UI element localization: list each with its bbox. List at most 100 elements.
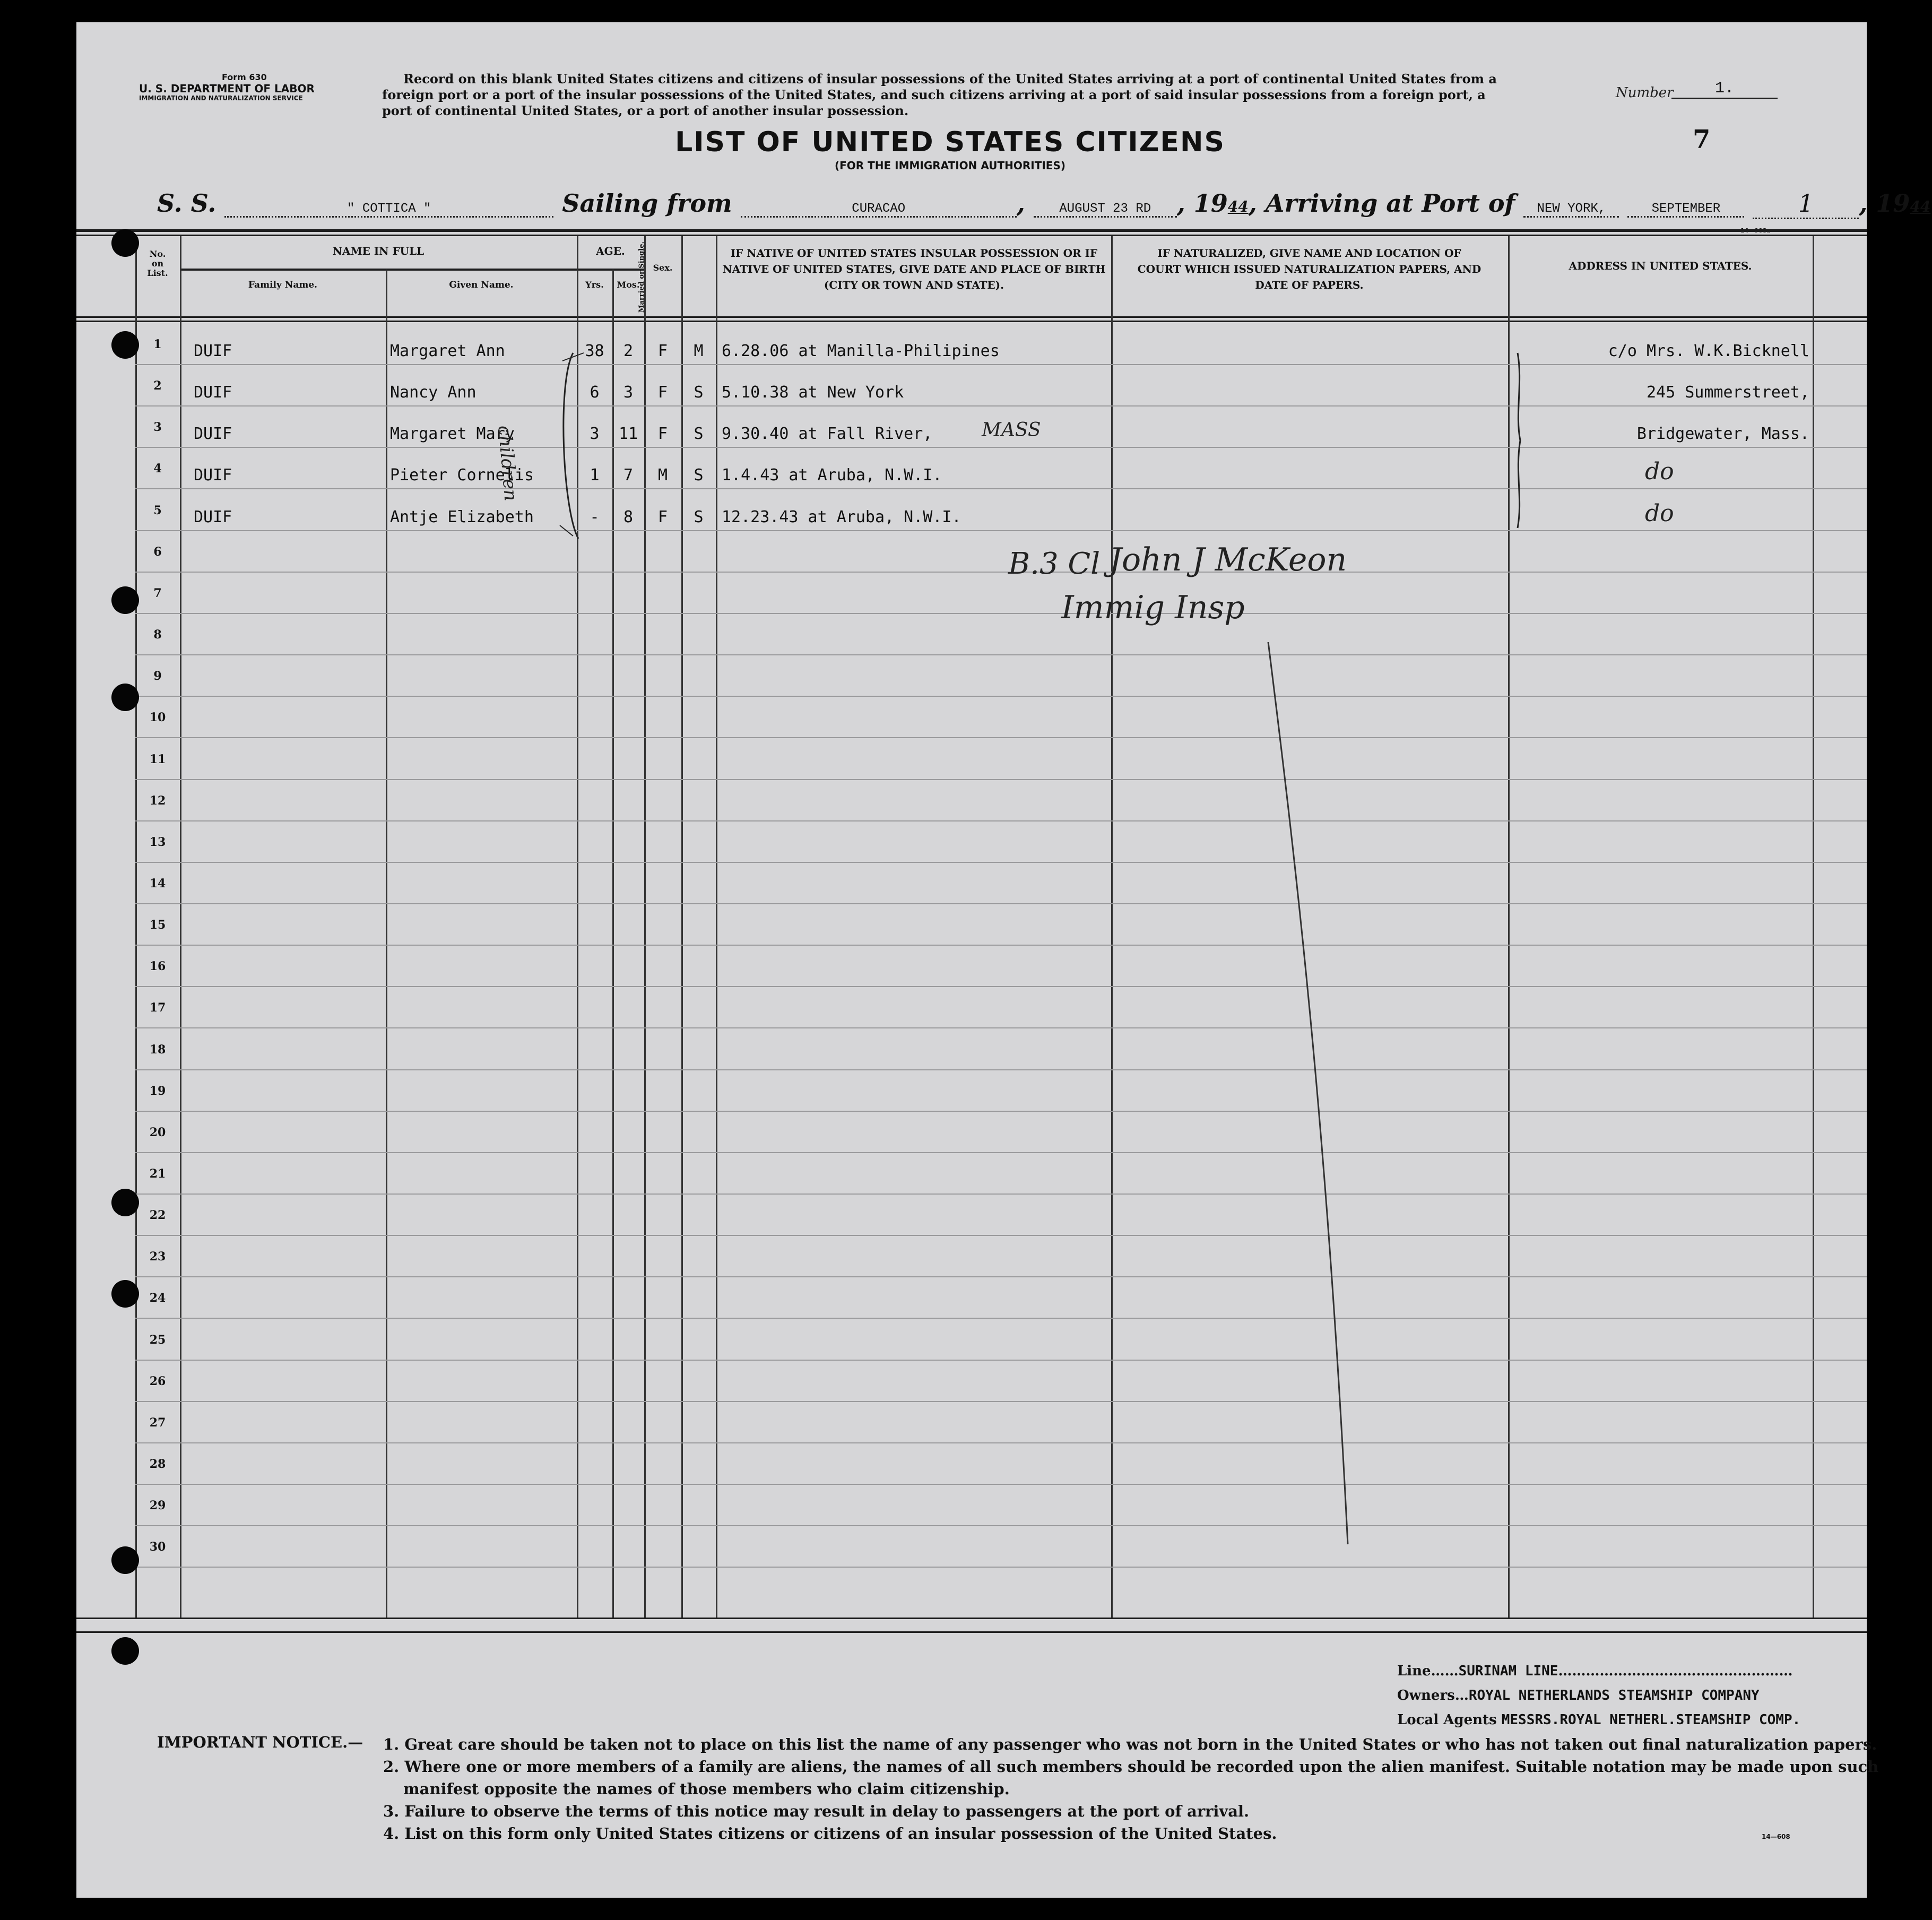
row-number: 21 <box>149 1167 166 1181</box>
row-number: 7 <box>153 586 162 600</box>
row-rule <box>135 1027 1867 1028</box>
handwritten-line <box>1267 642 1349 1545</box>
row-rule <box>135 530 1867 531</box>
address-ditto: do <box>1645 500 1674 527</box>
col-age: AGE. <box>596 245 625 257</box>
inspector-code: B.3 Cl <box>1008 547 1101 581</box>
instruction-line: port of continental United States, or a … <box>382 103 909 118</box>
family-name: DUIF <box>194 508 232 526</box>
instruction-line: Record on this blank United States citiz… <box>403 71 1497 87</box>
header-top-rule <box>76 229 1867 232</box>
form-number: Form 630 <box>222 72 267 82</box>
row-number: 17 <box>149 1001 166 1015</box>
punch-hole <box>111 1546 139 1574</box>
birth-info: 5.10.38 at New York <box>722 383 904 402</box>
punch-hole <box>111 1280 139 1308</box>
header-sub-rule <box>180 269 644 271</box>
inspector-title: Immig Insp <box>1061 589 1245 626</box>
row-rule <box>135 1442 1867 1443</box>
service: IMMIGRATION AND NATURALIZATION SERVICE <box>139 94 303 102</box>
notice-item: manifest opposite the names of those mem… <box>403 1780 1010 1798</box>
row-rule <box>135 945 1867 946</box>
year-prefix-2: 19 <box>1876 189 1910 218</box>
row-number: 5 <box>153 504 162 517</box>
handwritten-bracket <box>559 352 584 539</box>
column-divider <box>612 270 614 1618</box>
owners-row: Owners…ROYAL NETHERLANDS STEAMSHIP COMPA… <box>1397 1688 1760 1703</box>
address-ditto: do <box>1645 458 1674 485</box>
punch-hole <box>111 1637 139 1665</box>
row-number: 19 <box>149 1084 166 1098</box>
row-rule <box>135 405 1867 407</box>
header-bottom-rule <box>76 316 1867 318</box>
row-rule <box>135 488 1867 489</box>
row-rule <box>135 1152 1867 1153</box>
sailing-label: Sailing from <box>562 189 732 218</box>
arriving-label: Arriving at Port of <box>1265 189 1515 218</box>
row-rule <box>135 1276 1867 1277</box>
instruction-line: foreign port or a port of the insular po… <box>382 87 1486 102</box>
ss-label: S. S. <box>157 189 216 218</box>
header-bottom-rule-2 <box>76 321 1867 322</box>
given-name: Margaret Ann <box>390 342 505 360</box>
notice-item: 3. Failure to observe the terms of this … <box>383 1802 1250 1820</box>
row-number: 15 <box>149 918 166 932</box>
row-number: 11 <box>149 753 166 766</box>
row-rule <box>135 779 1867 780</box>
age-years: 1 <box>590 466 600 485</box>
sailing-year: 44 <box>1227 198 1249 215</box>
row-number: 8 <box>153 628 162 642</box>
age-years: 38 <box>585 342 604 360</box>
row-rule <box>135 862 1867 863</box>
agents-value: MESSRS.ROYAL NETHERL.STEAMSHIP COMP. <box>1501 1712 1801 1728</box>
birth-info: 1.4.43 at Aruba, N.W.I. <box>722 466 942 485</box>
line-value: SURINAM LINE <box>1458 1663 1558 1679</box>
row-rule <box>135 654 1867 655</box>
col-no-line: on <box>151 258 164 269</box>
family-name: DUIF <box>194 425 232 443</box>
row-number: 6 <box>153 545 162 559</box>
voyage-line: S. S. " COTTICA " Sailing from CURACAO, … <box>157 189 1930 219</box>
col-address: ADDRESS IN UNITED STATES. <box>1569 260 1752 272</box>
row-number: 27 <box>149 1416 166 1430</box>
row-number: 29 <box>149 1499 166 1512</box>
column-divider <box>716 236 717 1618</box>
notice-item: 4. List on this form only United States … <box>383 1824 1277 1843</box>
notice-item: 1. Great care should be taken not to pla… <box>383 1735 1877 1753</box>
marital-status: S <box>694 383 704 402</box>
notice-list: 1. Great care should be taken not to pla… <box>383 1733 1878 1845</box>
row-number: 20 <box>149 1126 166 1139</box>
sex: F <box>657 508 668 526</box>
row-number: 23 <box>149 1250 166 1264</box>
column-divider <box>1508 236 1510 1618</box>
row-number: 4 <box>153 462 162 475</box>
row-rule <box>135 820 1867 821</box>
page-subtitle: (FOR THE IMMIGRATION AUTHORITIES) <box>834 159 1065 172</box>
given-name: Pieter Cornelis <box>390 466 534 485</box>
row-rule <box>135 1567 1867 1568</box>
col-naturalized: IF NATURALIZED, GIVE NAME AND LOCATION O… <box>1137 247 1482 291</box>
row-rule <box>135 447 1867 448</box>
footer-code: 14—608 <box>1762 1833 1790 1840</box>
instructions: Record on this blank United States citiz… <box>382 71 1497 119</box>
row-rule <box>135 1360 1867 1361</box>
sex: F <box>657 342 668 360</box>
column-divider <box>1111 236 1113 1618</box>
row-number: 18 <box>149 1043 166 1057</box>
birth-info: 9.30.40 at Fall River, <box>722 425 933 443</box>
row-number: 28 <box>149 1457 166 1471</box>
table-bottom-rule-2 <box>76 1631 1867 1633</box>
punch-hole <box>111 684 139 711</box>
punch-hole <box>111 229 139 257</box>
row-rule <box>135 1318 1867 1319</box>
footer-agents: Line……SURINAM LINE…………………………………………… Owne… <box>1397 1659 1800 1732</box>
row-rule <box>135 613 1867 614</box>
row-rule <box>135 696 1867 697</box>
sex: M <box>657 466 668 485</box>
marital-status: S <box>694 508 704 526</box>
col-sex: Sex. <box>653 263 673 273</box>
row-number: 25 <box>149 1333 166 1347</box>
birth-handwritten: MASS <box>982 419 1041 441</box>
manifest-page <box>76 22 1867 1898</box>
header-top-rule-2 <box>76 235 1867 236</box>
